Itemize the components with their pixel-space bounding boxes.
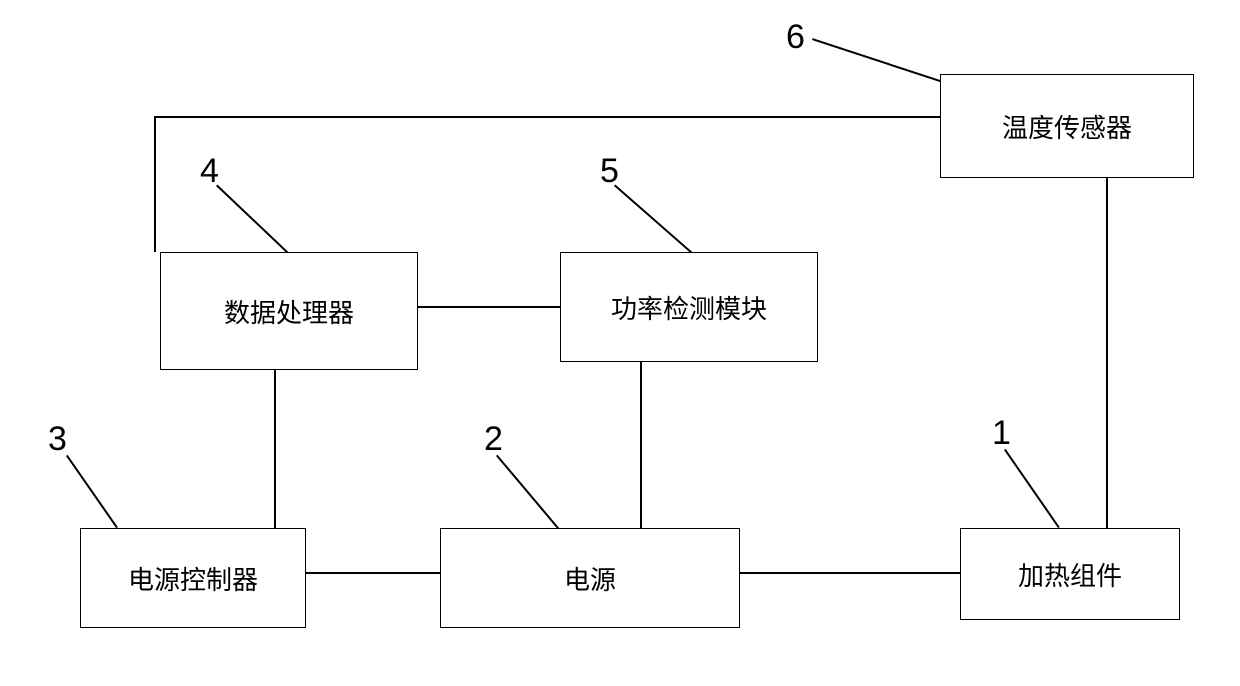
block-power-controller: 电源控制器 [80, 528, 306, 628]
label-data-processor: 数据处理器 [224, 293, 354, 330]
edge-n5-n2 [640, 362, 642, 528]
edge-n6-n1 [1106, 178, 1108, 528]
edge-n2-n1 [740, 572, 960, 574]
leader-2 [496, 455, 562, 532]
edge-n4-n3 [274, 370, 276, 528]
edge-n4-n6-h [154, 116, 940, 118]
block-power-detection: 功率检测模块 [560, 252, 818, 362]
callout-3: 3 [48, 420, 67, 459]
label-power-detection: 功率检测模块 [611, 289, 767, 326]
leader-4 [216, 185, 295, 260]
label-temperature-sensor: 温度传感器 [1002, 108, 1132, 145]
callout-1: 1 [992, 414, 1011, 453]
leader-1 [1004, 449, 1059, 528]
callout-6: 6 [786, 18, 805, 57]
block-temperature-sensor: 温度传感器 [940, 74, 1194, 178]
leader-6 [812, 38, 941, 82]
callout-2: 2 [484, 420, 503, 459]
leader-5 [614, 184, 695, 256]
label-heating-component: 加热组件 [1018, 556, 1122, 593]
block-power-supply: 电源 [440, 528, 740, 628]
diagram-canvas: 加热组件 电源 电源控制器 数据处理器 功率检测模块 温度传感器 1 2 3 4… [0, 0, 1240, 686]
edge-n4-n6-v [154, 116, 156, 252]
block-data-processor: 数据处理器 [160, 252, 418, 370]
label-power-supply: 电源 [564, 560, 616, 597]
block-heating-component: 加热组件 [960, 528, 1180, 620]
callout-5: 5 [600, 152, 619, 191]
edge-n3-n2 [306, 572, 440, 574]
label-power-controller: 电源控制器 [128, 560, 258, 597]
callout-4: 4 [200, 152, 219, 191]
edge-n4-n5 [418, 306, 560, 308]
leader-3 [66, 455, 118, 528]
